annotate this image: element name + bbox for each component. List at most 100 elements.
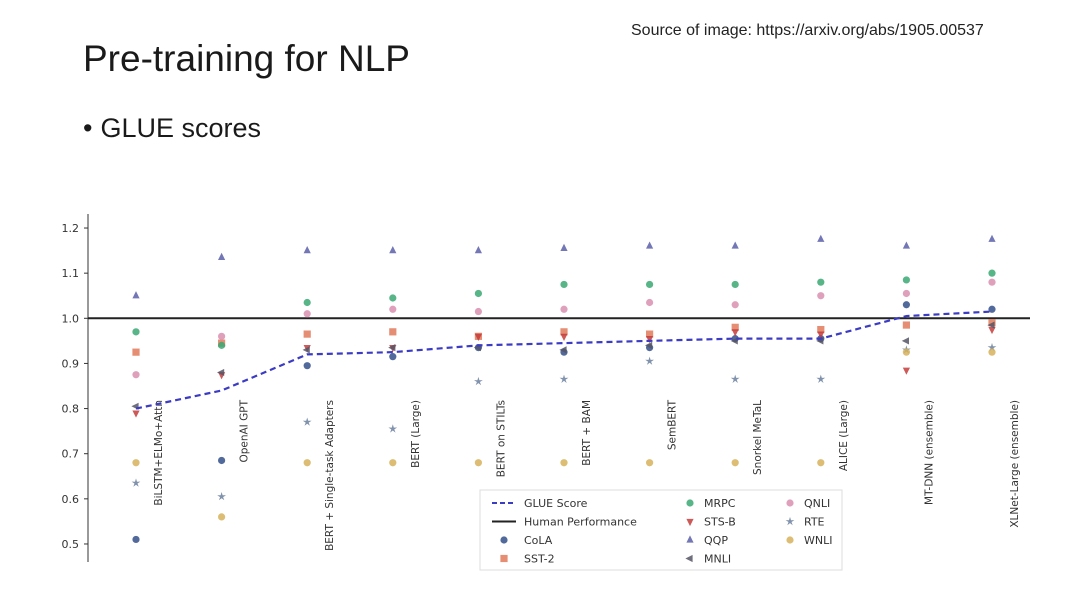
- point-qqp: [132, 291, 140, 299]
- point-qnli: [560, 305, 568, 313]
- x-category-label: Snorkel MeTaL: [752, 400, 764, 475]
- point-sst-2: [902, 321, 910, 329]
- point-sts-b: [731, 329, 739, 337]
- point-rte: [302, 417, 312, 426]
- x-category-label: ALICE (Large): [838, 400, 850, 471]
- point-wnli: [646, 459, 654, 467]
- y-tick-label: 0.7: [62, 448, 80, 461]
- series-wnli: [132, 348, 996, 521]
- point-rte: [474, 376, 483, 386]
- point-wnli: [389, 459, 397, 467]
- point-rte: [131, 478, 141, 487]
- point-mrpc: [474, 289, 482, 298]
- point-sts-b: [646, 336, 654, 344]
- point-qqp: [731, 241, 739, 249]
- point-cola: [218, 456, 226, 465]
- point-qqp: [218, 252, 226, 260]
- point-mrpc: [132, 328, 140, 336]
- source-caption: Source of image: https://arxiv.org/abs/1…: [631, 22, 984, 39]
- legend-swatch: [785, 516, 795, 526]
- point-mnli: [302, 346, 310, 354]
- point-qnli: [646, 298, 654, 307]
- point-mnli: [388, 344, 396, 352]
- point-mnli: [645, 341, 653, 349]
- point-sst-2: [303, 330, 311, 338]
- slide-title: Pre-training for NLP: [83, 38, 410, 79]
- legend-label: Human Performance: [524, 516, 637, 529]
- point-qqp: [902, 241, 910, 249]
- point-cola: [132, 535, 140, 544]
- bullet-text: GLUE scores: [100, 113, 262, 143]
- glue-score-line: [135, 310, 993, 410]
- point-rte: [645, 356, 654, 365]
- point-qqp: [817, 234, 825, 242]
- y-tick-label: 1.0: [62, 312, 80, 325]
- point-mrpc: [303, 298, 311, 307]
- point-mrpc: [218, 341, 226, 349]
- legend-label: MRPC: [704, 497, 736, 510]
- point-rte: [217, 492, 226, 501]
- bullet-dot: •: [83, 113, 93, 143]
- point-sts-b: [902, 367, 910, 375]
- y-tick-label: 0.5: [62, 538, 80, 551]
- point-cola: [303, 362, 311, 370]
- point-sst-2: [817, 325, 825, 334]
- point-sst-2: [389, 328, 397, 336]
- legend-swatch: [686, 499, 694, 507]
- point-cola: [389, 353, 397, 361]
- point-sts-b: [560, 333, 568, 341]
- point-wnli: [817, 459, 825, 467]
- legend-swatch: [786, 536, 794, 544]
- legend-label: MNLI: [704, 553, 731, 566]
- series-qqp: [132, 234, 996, 299]
- point-wnli: [474, 459, 482, 467]
- y-tick-label: 0.8: [62, 403, 80, 416]
- point-mrpc: [988, 269, 996, 277]
- point-rte: [559, 374, 569, 383]
- point-rte: [987, 343, 997, 352]
- point-mrpc: [389, 294, 397, 302]
- legend-swatch: [685, 554, 693, 563]
- point-rte: [730, 374, 740, 383]
- point-qqp: [646, 241, 654, 249]
- legend-label: STS-B: [704, 516, 736, 529]
- legend-label: GLUE Score: [524, 497, 588, 510]
- point-qnli: [132, 371, 140, 379]
- point-sts-b: [817, 331, 825, 339]
- y-tick-label: 1.1: [62, 267, 80, 280]
- point-wnli: [988, 348, 996, 356]
- point-wnli: [132, 459, 140, 467]
- point-mnli: [217, 368, 225, 377]
- y-tick-label: 0.9: [62, 357, 80, 370]
- x-category-label: BERT + BAM: [581, 400, 593, 466]
- point-qqp: [389, 245, 397, 254]
- point-mrpc: [646, 280, 654, 289]
- point-qnli: [902, 289, 911, 298]
- legend-label: SST-2: [524, 553, 555, 566]
- legend-label: WNLI: [804, 534, 832, 547]
- point-wnli: [218, 513, 226, 521]
- point-sts-b: [132, 410, 140, 418]
- point-sts-b: [988, 326, 996, 335]
- point-cola: [902, 301, 911, 309]
- point-sst-2: [132, 348, 140, 356]
- point-qnli: [731, 301, 739, 309]
- point-wnli: [560, 459, 568, 467]
- legend-swatch: [500, 536, 508, 544]
- point-qqp: [474, 245, 482, 254]
- legend-label: RTE: [804, 516, 825, 529]
- point-qnli: [303, 310, 311, 318]
- legend-box: [479, 489, 843, 571]
- point-qqp: [303, 245, 311, 254]
- point-qnli: [474, 307, 482, 316]
- legend-label: QQP: [704, 534, 728, 547]
- legend-label: CoLA: [524, 534, 553, 547]
- series-mrpc: [132, 269, 996, 349]
- point-sts-b: [474, 333, 482, 341]
- point-qnli: [218, 332, 226, 340]
- point-mrpc: [731, 280, 739, 289]
- point-mrpc: [902, 276, 911, 284]
- legend-swatch: [500, 554, 508, 563]
- x-category-label: BERT (Large): [410, 400, 422, 468]
